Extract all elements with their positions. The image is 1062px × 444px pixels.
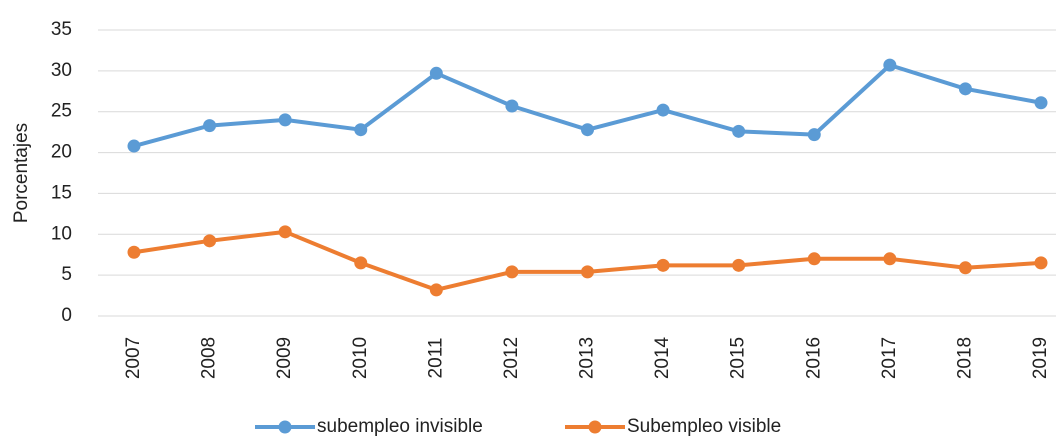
x-tick-label: 2014 xyxy=(652,336,673,379)
x-tick-label: 2016 xyxy=(803,337,824,379)
x-tick-label: 2010 xyxy=(350,337,371,379)
point xyxy=(807,128,821,142)
point xyxy=(958,261,972,275)
y-tick-label: 10 xyxy=(51,223,72,244)
y-tick-label: 35 xyxy=(51,19,72,40)
point xyxy=(278,113,292,127)
series-line xyxy=(133,229,1042,292)
x-tick-label: 2013 xyxy=(577,337,598,379)
x-tick-label: 2019 xyxy=(1030,337,1051,379)
y-tick-label: 0 xyxy=(61,305,72,326)
point xyxy=(203,119,217,133)
point xyxy=(1034,96,1048,110)
point xyxy=(354,256,368,270)
point xyxy=(807,252,821,266)
x-tick-label: 2017 xyxy=(879,337,900,379)
x-tick-label: 2009 xyxy=(274,337,295,379)
x-tick-label: 2015 xyxy=(728,337,749,379)
point xyxy=(505,265,519,279)
x-tick-label: 2011 xyxy=(425,338,446,379)
point xyxy=(581,123,594,137)
point xyxy=(656,103,670,117)
y-tick-label: 5 xyxy=(61,264,72,285)
point xyxy=(127,139,141,153)
point xyxy=(1034,256,1048,270)
x-tick-label: 2012 xyxy=(501,337,522,379)
point xyxy=(581,265,594,279)
point xyxy=(656,258,670,272)
y-axis-label: Porcentajes xyxy=(11,123,32,223)
y-tick-label: 25 xyxy=(51,101,72,122)
y-tick-label: 20 xyxy=(51,142,72,163)
legend-label: subempleo invisible xyxy=(317,416,483,437)
point xyxy=(203,234,217,248)
x-tick-label: 2008 xyxy=(199,337,220,379)
point xyxy=(278,225,292,239)
point xyxy=(127,245,141,259)
x-tick-label: 2018 xyxy=(954,337,975,379)
point xyxy=(883,58,897,72)
y-tick-label: 30 xyxy=(51,60,72,81)
point xyxy=(505,99,519,113)
point xyxy=(429,283,443,297)
legend-marker xyxy=(278,420,292,434)
point xyxy=(883,252,897,266)
y-tick-label: 15 xyxy=(51,182,72,203)
point xyxy=(429,66,443,80)
point xyxy=(958,82,972,96)
point xyxy=(732,124,746,138)
x-tick-label: 2007 xyxy=(123,337,144,379)
point xyxy=(354,123,368,137)
legend-marker xyxy=(588,420,602,434)
legend-label: Subempleo visible xyxy=(627,416,781,437)
point xyxy=(732,258,746,272)
